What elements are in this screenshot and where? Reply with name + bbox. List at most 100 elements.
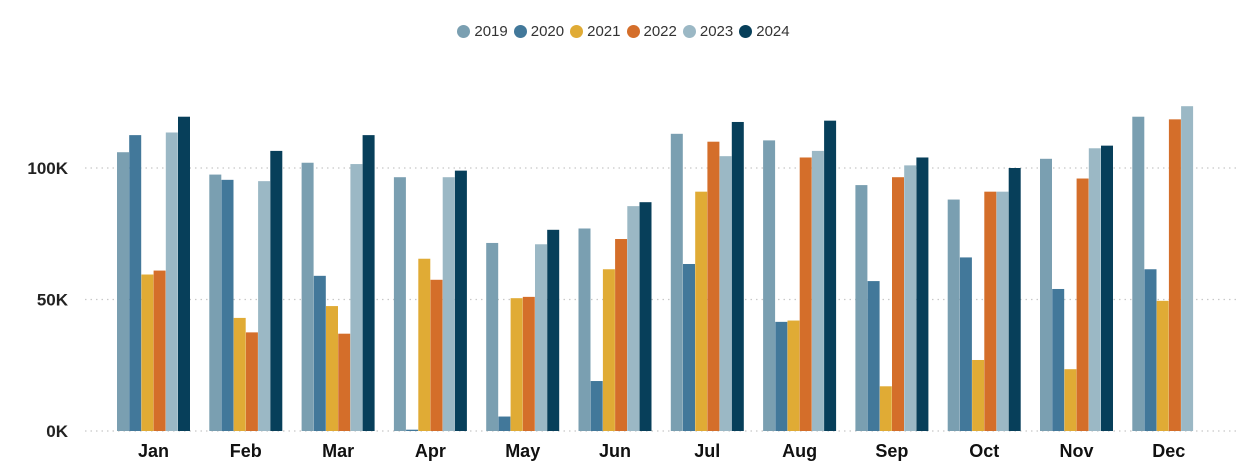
bar-jul-2021[interactable] xyxy=(695,191,708,431)
bar-feb-2021[interactable] xyxy=(233,317,246,431)
bar-sep-2024[interactable] xyxy=(916,157,929,432)
legend-label: 2020 xyxy=(530,22,565,40)
bar-dec-2021[interactable] xyxy=(1156,300,1169,431)
bar-jan-2020[interactable] xyxy=(129,135,142,431)
bar-jun-2019[interactable] xyxy=(578,228,591,431)
legend-swatch xyxy=(626,24,640,38)
x-tick-label: Aug xyxy=(782,441,817,461)
bar-oct-2020[interactable] xyxy=(959,257,972,431)
legend-item-2021[interactable]: 2021 xyxy=(570,22,621,40)
bar-aug-2022[interactable] xyxy=(799,157,812,432)
legend-item-2024[interactable]: 2024 xyxy=(739,22,790,40)
x-tick-label: Jan xyxy=(138,441,169,461)
bar-apr-2024[interactable] xyxy=(454,170,467,431)
legend-label: 2024 xyxy=(756,22,790,40)
bar-feb-2019[interactable] xyxy=(209,174,222,431)
bar-dec-2023[interactable] xyxy=(1181,106,1194,431)
bar-aug-2024[interactable] xyxy=(824,120,837,431)
bar-mar-2023[interactable] xyxy=(350,164,363,431)
legend-label: 2021 xyxy=(587,22,621,40)
bar-sep-2023[interactable] xyxy=(904,165,917,431)
bar-oct-2021[interactable] xyxy=(972,359,985,431)
legend-label: 2022 xyxy=(643,22,677,40)
bar-oct-2019[interactable] xyxy=(947,199,960,431)
bar-sep-2020[interactable] xyxy=(867,281,880,431)
bar-nov-2024[interactable] xyxy=(1101,145,1113,431)
legend-swatch xyxy=(570,24,584,38)
bar-jun-2023[interactable] xyxy=(627,206,640,431)
bar-may-2021[interactable] xyxy=(510,298,523,431)
bar-mar-2019[interactable] xyxy=(301,162,314,432)
bar-oct-2023[interactable] xyxy=(996,191,1009,431)
bar-jan-2019[interactable] xyxy=(117,152,129,431)
bar-apr-2022[interactable] xyxy=(430,279,443,431)
bar-apr-2019[interactable] xyxy=(393,177,406,431)
bar-may-2022[interactable] xyxy=(522,296,535,431)
bar-feb-2022[interactable] xyxy=(245,332,258,431)
bar-jul-2023[interactable] xyxy=(719,156,732,432)
legend-item-2020[interactable]: 2020 xyxy=(513,22,565,40)
bar-jan-2022[interactable] xyxy=(153,270,166,431)
chart-legend: 2019 2020 2021 2022 2023 2024 xyxy=(0,20,1247,42)
x-tick-label: Jun xyxy=(599,441,631,461)
bar-jun-2021[interactable] xyxy=(602,269,615,431)
bar-sep-2021[interactable] xyxy=(879,386,892,431)
bar-jun-2022[interactable] xyxy=(615,239,628,431)
bar-aug-2020[interactable] xyxy=(775,321,788,431)
bar-feb-2023[interactable] xyxy=(258,181,271,431)
x-tick-label: Oct xyxy=(969,441,999,461)
x-tick-label: Dec xyxy=(1152,441,1185,461)
bar-may-2024[interactable] xyxy=(547,229,560,431)
bar-aug-2021[interactable] xyxy=(787,320,800,431)
bar-mar-2020[interactable] xyxy=(313,275,326,431)
bar-apr-2020[interactable] xyxy=(406,429,419,431)
bar-sep-2019[interactable] xyxy=(855,185,868,431)
bar-dec-2019[interactable] xyxy=(1132,116,1145,431)
bar-aug-2019[interactable] xyxy=(763,140,776,431)
bar-may-2023[interactable] xyxy=(535,244,547,431)
bar-jul-2020[interactable] xyxy=(683,263,695,431)
bar-aug-2023[interactable] xyxy=(811,150,824,431)
y-tick-label: 0K xyxy=(46,422,68,441)
x-tick-label: Nov xyxy=(1059,441,1093,461)
bar-nov-2021[interactable] xyxy=(1064,369,1077,431)
y-tick-label: 100K xyxy=(27,159,68,178)
bar-apr-2023[interactable] xyxy=(442,177,455,431)
legend-item-2019[interactable]: 2019 xyxy=(457,22,508,40)
legend-label: 2019 xyxy=(474,22,508,40)
bar-jun-2024[interactable] xyxy=(639,202,652,431)
y-tick-label: 50K xyxy=(37,291,69,310)
legend-swatch xyxy=(739,24,753,38)
bar-feb-2020[interactable] xyxy=(221,179,234,431)
bar-jan-2023[interactable] xyxy=(165,132,178,431)
legend-swatch xyxy=(457,24,471,38)
x-tick-label: Mar xyxy=(322,441,354,461)
bar-may-2020[interactable] xyxy=(498,416,511,431)
bar-jun-2020[interactable] xyxy=(590,381,603,431)
bar-feb-2024[interactable] xyxy=(270,150,283,431)
bar-sep-2022[interactable] xyxy=(892,177,904,431)
bar-dec-2020[interactable] xyxy=(1144,269,1157,431)
x-tick-label: May xyxy=(505,441,540,461)
bar-jul-2022[interactable] xyxy=(707,141,720,431)
legend-swatch xyxy=(682,24,696,38)
bar-jul-2024[interactable] xyxy=(731,121,744,431)
bar-nov-2023[interactable] xyxy=(1088,148,1101,431)
bar-dec-2022[interactable] xyxy=(1168,119,1181,431)
bar-nov-2022[interactable] xyxy=(1076,178,1089,431)
bar-jan-2021[interactable] xyxy=(141,274,154,431)
legend-item-2022[interactable]: 2022 xyxy=(626,22,677,40)
bar-jul-2019[interactable] xyxy=(670,133,683,431)
bar-jan-2024[interactable] xyxy=(178,116,190,431)
bar-mar-2024[interactable] xyxy=(362,135,375,431)
bar-mar-2021[interactable] xyxy=(326,306,338,431)
legend-swatch xyxy=(513,24,527,38)
bar-nov-2020[interactable] xyxy=(1052,288,1065,431)
bar-oct-2024[interactable] xyxy=(1008,168,1021,431)
bar-oct-2022[interactable] xyxy=(984,191,997,431)
legend-item-2023[interactable]: 2023 xyxy=(682,23,733,40)
bar-may-2019[interactable] xyxy=(486,242,499,431)
bar-apr-2021[interactable] xyxy=(418,258,431,431)
bar-mar-2022[interactable] xyxy=(338,333,351,431)
bar-nov-2019[interactable] xyxy=(1040,158,1052,432)
